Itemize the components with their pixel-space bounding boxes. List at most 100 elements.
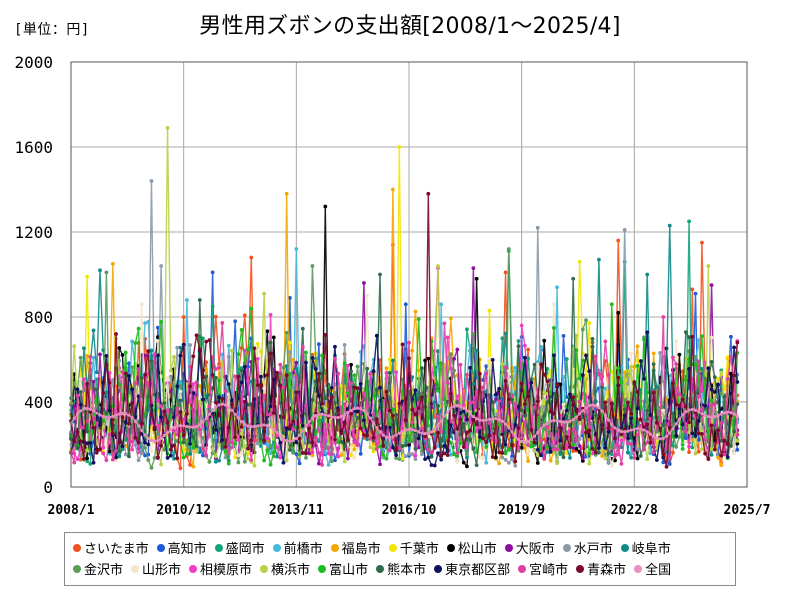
data-point [635, 426, 640, 431]
data-point [85, 274, 89, 279]
data-point [568, 419, 572, 423]
data-point [506, 447, 511, 452]
data-point [146, 458, 151, 462]
data-point [137, 424, 141, 428]
data-point [506, 369, 511, 373]
data-point [487, 308, 492, 313]
data-point [407, 356, 411, 361]
data-point [388, 435, 392, 440]
data-point [130, 387, 135, 392]
data-point [475, 417, 479, 421]
data-point [133, 414, 138, 419]
data-point [455, 454, 460, 458]
data-point [291, 358, 296, 362]
data-point [571, 442, 576, 447]
data-point [300, 344, 305, 349]
data-point [523, 440, 527, 444]
data-point [593, 450, 598, 455]
data-point [130, 447, 135, 452]
data-point [136, 440, 141, 445]
data-point [384, 366, 389, 371]
data-point [262, 291, 267, 296]
data-point [683, 440, 688, 445]
data-point [642, 447, 646, 452]
data-point [288, 448, 292, 452]
data-point [548, 390, 553, 394]
data-point [719, 391, 724, 396]
data-point [191, 464, 196, 469]
data-point [706, 457, 711, 462]
data-point [494, 416, 498, 421]
legend-item: 熊本市 [376, 559, 426, 578]
data-point [664, 368, 669, 373]
data-point [732, 412, 736, 416]
data-point [197, 443, 202, 447]
data-point [230, 408, 234, 412]
data-point [622, 427, 627, 432]
data-point [210, 373, 215, 377]
data-point [223, 444, 228, 449]
data-point [78, 355, 83, 360]
data-point [439, 361, 444, 366]
data-point [127, 421, 131, 426]
data-point [526, 390, 530, 395]
data-point [722, 452, 727, 457]
data-point [371, 447, 376, 452]
series-group [69, 402, 739, 444]
data-point [136, 458, 141, 463]
data-point [345, 390, 350, 395]
data-point [735, 433, 740, 437]
data-point [661, 315, 666, 319]
data-point [500, 451, 505, 455]
data-point [284, 458, 289, 463]
data-point [159, 436, 163, 440]
data-point [342, 361, 347, 366]
data-point [213, 375, 218, 380]
data-point [551, 411, 556, 416]
data-point [149, 359, 154, 364]
data-point [91, 425, 96, 430]
data-point [326, 451, 331, 456]
data-point [603, 339, 608, 344]
data-point [139, 302, 144, 307]
data-point [172, 355, 176, 359]
data-point [117, 440, 122, 445]
data-point [265, 448, 270, 453]
data-point [719, 463, 724, 468]
data-point [81, 377, 86, 382]
data-point [165, 455, 170, 460]
data-point [152, 425, 157, 430]
data-point [233, 412, 237, 416]
data-point [674, 444, 679, 449]
data-point [622, 227, 627, 232]
data-point [336, 415, 340, 420]
data-point [519, 381, 524, 386]
data-point [661, 452, 666, 456]
data-point [98, 413, 102, 417]
data-point [281, 385, 286, 390]
data-point [677, 406, 682, 411]
data-point [468, 365, 473, 370]
data-point [616, 310, 621, 315]
data-point [442, 414, 447, 418]
data-point [143, 453, 147, 458]
data-point [400, 342, 405, 347]
data-point [426, 431, 430, 436]
data-point [191, 391, 196, 395]
data-point [706, 366, 711, 371]
data-point [365, 433, 370, 438]
data-point [677, 352, 682, 357]
data-point [419, 395, 424, 400]
data-point [522, 420, 527, 424]
data-point [297, 452, 302, 457]
data-point [117, 382, 122, 387]
data-point [117, 346, 122, 350]
data-point [568, 445, 572, 449]
data-point [709, 423, 714, 428]
data-point [622, 403, 627, 408]
data-point [291, 419, 296, 424]
legend-label: 福島市 [341, 542, 381, 557]
data-point [645, 430, 649, 434]
data-point [542, 457, 547, 461]
data-point [249, 379, 254, 384]
